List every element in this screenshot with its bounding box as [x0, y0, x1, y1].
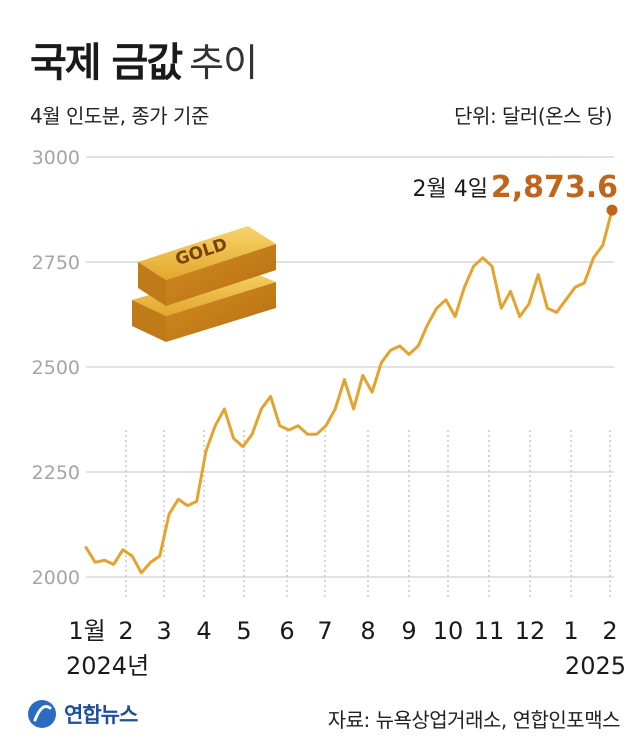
annotation-value: 2,873.6 [491, 170, 618, 205]
x-tick-label: 2 [602, 617, 617, 645]
unit-label: 단위: 달러(온스 당) [454, 104, 612, 128]
annotation-date: 2월 4일 [413, 177, 488, 202]
y-tick-label: 3000 [32, 147, 80, 169]
y-tick-label: 2500 [32, 357, 80, 379]
x-tick-label: 6 [279, 617, 294, 645]
latest-point [606, 204, 618, 216]
series-line-gold-price [84, 208, 614, 575]
x-tick-label: 3 [156, 617, 171, 645]
logo-text: 연합뉴스 [64, 703, 138, 727]
x-year-label-2025: 2025 [565, 652, 626, 680]
x-tick-label: 8 [360, 617, 375, 645]
x-tick-label: 7 [317, 617, 332, 645]
title-light: 추이 [189, 41, 258, 85]
x-tick-label: 1월 [68, 617, 105, 645]
x-tick-label: 4 [196, 617, 211, 645]
subtitle: 4월 인도분, 종가 기준 [30, 104, 209, 128]
y-tick-label: 2000 [32, 567, 80, 589]
x-tick-label: 11 [474, 617, 505, 645]
gold-bars-icon: GOLD [132, 226, 276, 342]
x-tick-label: 1 [563, 617, 578, 645]
page-title: 국제 금값 추이 [30, 30, 258, 88]
yonhap-logo-icon [28, 700, 56, 728]
source-note: 자료: 뉴욕상업거래소, 연합인포맥스 [327, 708, 621, 732]
x-tick-label: 12 [515, 617, 546, 645]
yonhap-logo: 연합뉴스 [26, 698, 138, 730]
x-year-label-2024: 2024년 [66, 652, 149, 680]
y-tick-label: 2750 [32, 252, 80, 274]
x-tick-label: 9 [401, 617, 416, 645]
y-tick-label: 2250 [32, 462, 80, 484]
x-tick-label: 10 [433, 617, 464, 645]
title-bold: 국제 금값 [30, 40, 183, 86]
x-tick-label: 5 [236, 617, 251, 645]
x-tick-label: 2 [118, 617, 133, 645]
